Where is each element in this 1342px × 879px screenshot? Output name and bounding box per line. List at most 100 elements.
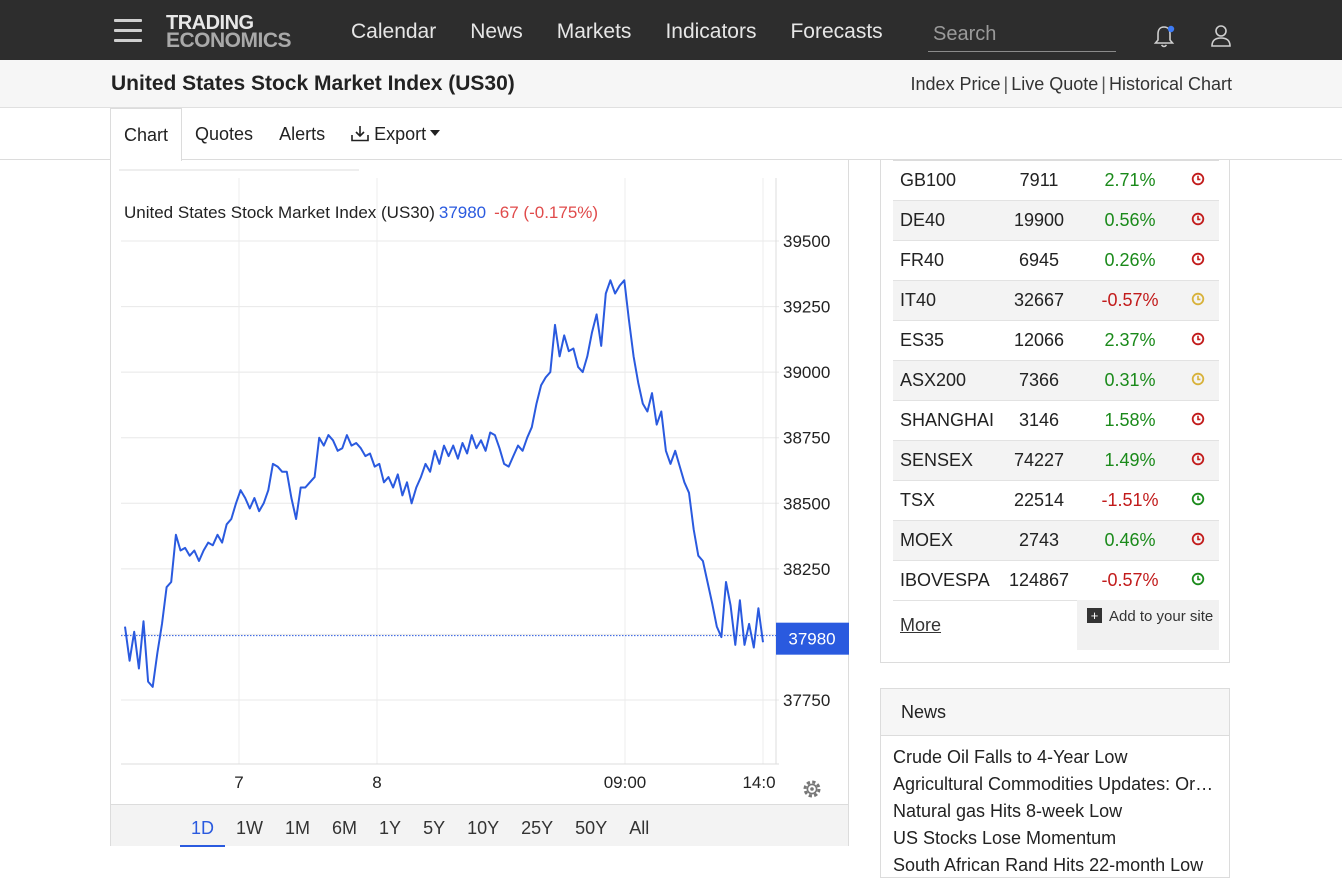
news-item[interactable]: South African Rand Hits 22-month Low [893,855,1204,875]
menu-icon[interactable] [114,19,142,43]
market-change: -0.57% [1084,560,1177,601]
nav-indicators[interactable]: Indicators [665,20,757,43]
link-live-quote[interactable]: Live Quote [1011,74,1099,94]
chevron-down-icon [430,130,441,136]
clock-icon [1191,412,1204,426]
market-value: 74227 [994,440,1085,481]
export-label: Export [374,124,427,144]
plus-icon: + [1087,608,1102,623]
market-name[interactable]: DE40 [893,200,995,241]
logo[interactable]: TRADING ECONOMICS [166,13,292,52]
clock-icon [1191,572,1204,586]
market-name[interactable]: SENSEX [893,440,995,481]
market-row[interactable]: FR40 6945 0.26% [893,240,1219,281]
tab-export[interactable]: Export [338,108,453,160]
markets-table: GB100 7911 2.71% DE40 19900 0.56% FR40 6945 0.26… [893,160,1219,601]
market-change: 0.26% [1084,240,1177,281]
market-value: 32667 [994,280,1085,321]
bell-icon[interactable] [1152,24,1176,50]
market-row[interactable]: GB100 7911 2.71% [893,160,1219,201]
y-tick-label: 38500 [783,494,830,513]
y-tick-label: 39000 [783,363,830,382]
market-value: 3146 [994,400,1085,441]
market-value: 7911 [994,160,1085,201]
market-change: 2.71% [1084,160,1177,201]
range-1y[interactable]: 1Y [379,818,402,838]
clock-icon [1191,252,1204,266]
market-row[interactable]: SHANGHAI 3146 1.58% [893,400,1219,441]
market-name[interactable]: IT40 [893,280,995,321]
legend-name: United States Stock Market Index (US30) [124,203,435,222]
range-bar: 1D 1W 1M 6M 1Y 5Y 10Y 25Y 50Y All [111,804,848,847]
range-1d[interactable]: 1D [180,805,226,847]
market-value: 7366 [994,360,1085,401]
page-title: United States Stock Market Index (US30) [111,72,515,95]
market-change: 0.31% [1084,360,1177,401]
tab-chart[interactable]: Chart [110,108,183,161]
range-1m[interactable]: 1M [285,818,311,838]
x-tick-label: 14:0 [742,773,775,792]
clock-icon [1191,452,1204,466]
more-link[interactable]: More [900,615,942,635]
market-name[interactable]: IBOVESPA [893,560,995,601]
link-historical-chart[interactable]: Historical Chart [1108,74,1232,94]
market-row[interactable]: TSX 22514 -1.51% [893,480,1219,521]
last-price-box [776,622,849,655]
news-item[interactable]: Agricultural Commodities Updates: Orange… [893,774,1223,794]
gear-icon[interactable] [801,778,823,800]
news-item[interactable]: US Stocks Lose Momentum [893,828,1117,848]
market-name[interactable]: ES35 [893,320,995,361]
market-name[interactable]: SHANGHAI [893,400,995,441]
range-10y[interactable]: 10Y [467,818,500,838]
news-item[interactable]: Natural gas Hits 8-week Low [893,801,1123,821]
clock-icon [1191,332,1204,346]
market-name[interactable]: FR40 [893,240,995,281]
chart-panel: 37750 38250 38500 38750 39000 39250 39500 7 8 09:… [110,160,850,847]
nav-markets[interactable]: Markets [556,20,632,43]
download-icon [351,126,369,142]
y-tick-label: 38750 [783,429,830,448]
x-tick-label: 7 [234,773,243,792]
clock-icon [1191,292,1204,306]
market-change: 0.46% [1084,520,1177,561]
nav-news[interactable]: News [470,20,523,43]
header-links: Index Price | Live Quote | Historical Chart [910,74,1232,94]
add-to-site-button[interactable]: + Add to your site [1077,600,1219,650]
market-row[interactable]: SENSEX 74227 1.49% [893,440,1219,481]
tab-alerts[interactable]: Alerts [279,124,326,144]
news-item[interactable]: Crude Oil Falls to 4-Year Low [893,747,1128,767]
search-input[interactable] [928,18,1116,52]
subheader: United States Stock Market Index (US30) … [0,60,1342,108]
link-index-price[interactable]: Index Price [910,74,1001,94]
tab-quotes[interactable]: Quotes [195,124,254,144]
range-5y[interactable]: 5Y [423,818,446,838]
user-icon[interactable] [1210,24,1232,48]
range-6m[interactable]: 6M [332,818,358,838]
price-chart[interactable]: 37750 38250 38500 38750 39000 39250 39500 7 8 09:… [111,160,850,804]
range-all[interactable]: All [629,818,650,838]
market-name[interactable]: MOEX [893,520,995,561]
market-row[interactable]: MOEX 2743 0.46% [893,520,1219,561]
range-50y[interactable]: 50Y [575,818,608,838]
nav-forecasts[interactable]: Forecasts [790,20,883,43]
last-price-label: 37980 [788,630,835,649]
clock-icon [1191,172,1204,186]
logo-line-2: ECONOMICS [166,29,292,52]
market-row[interactable]: DE40 19900 0.56% [893,200,1219,241]
market-row[interactable]: ES35 12066 2.37% [893,320,1219,361]
range-25y[interactable]: 25Y [521,818,554,838]
market-name[interactable]: TSX [893,480,995,521]
nav-calendar[interactable]: Calendar [351,20,437,43]
range-1w[interactable]: 1W [236,818,264,838]
chart-search-remnant [119,160,359,170]
clock-icon [1191,212,1204,226]
market-row[interactable]: ASX200 7366 0.31% [893,360,1219,401]
market-row[interactable]: IT40 32667 -0.57% [893,280,1219,321]
x-tick-label: 8 [372,773,381,792]
markets-panel: GB100 7911 2.71% DE40 19900 0.56% FR40 6945 0.26… [880,108,1230,663]
market-name[interactable]: ASX200 [893,360,995,401]
market-row[interactable]: IBOVESPA 124867 -0.57% [893,560,1219,601]
y-tick-label: 38250 [783,560,830,579]
market-change: 2.37% [1084,320,1177,361]
market-name[interactable]: GB100 [893,160,995,201]
